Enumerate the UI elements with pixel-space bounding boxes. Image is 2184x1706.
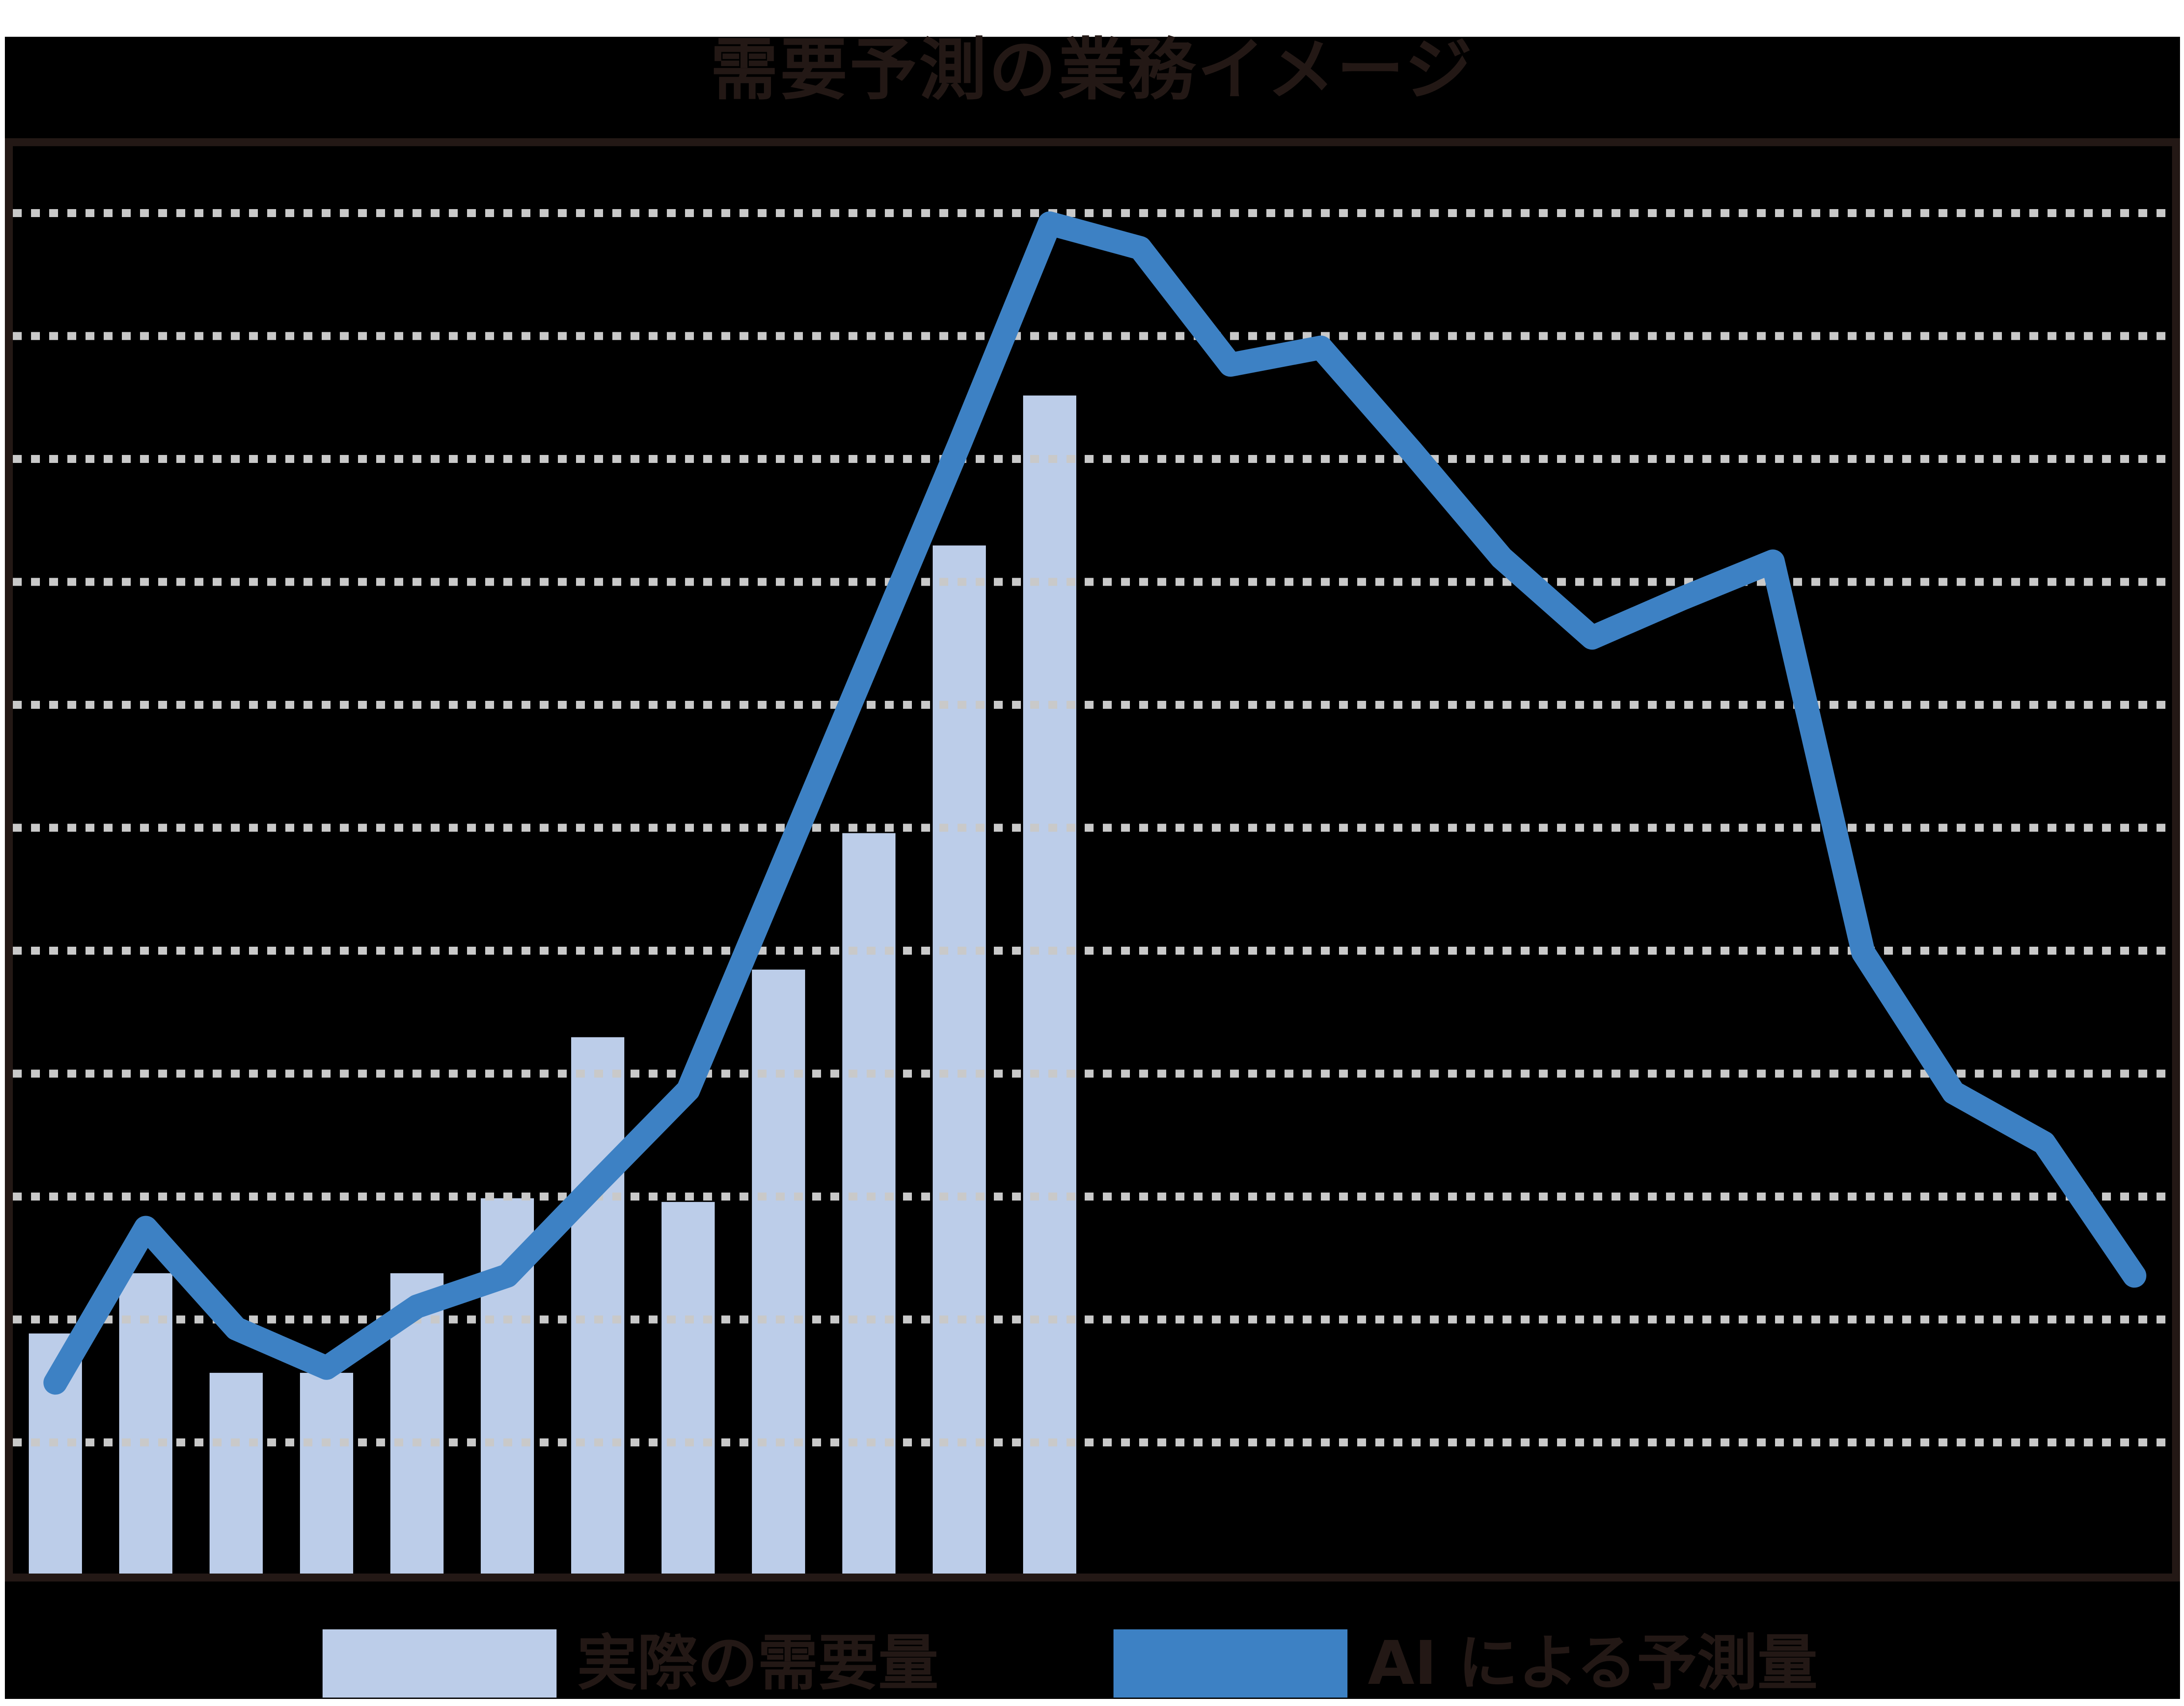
legend-label-ai-forecast: AI による予測量 [1368,1628,1818,1698]
chart-canvas: 需要予測の業務イメージ 実際の需要量 AI による予測量 [5,31,2180,1699]
page-title: 需要予測の業務イメージ [710,31,1475,109]
legend-label-actual-demand: 実際の需要量 [577,1628,938,1698]
legend-item-actual-demand: 実際の需要量 [323,1629,938,1698]
line-series-swatch [1113,1629,1347,1698]
legend-item-ai-forecast: AI による予測量 [1113,1629,1818,1698]
bar-series-swatch [323,1629,557,1698]
